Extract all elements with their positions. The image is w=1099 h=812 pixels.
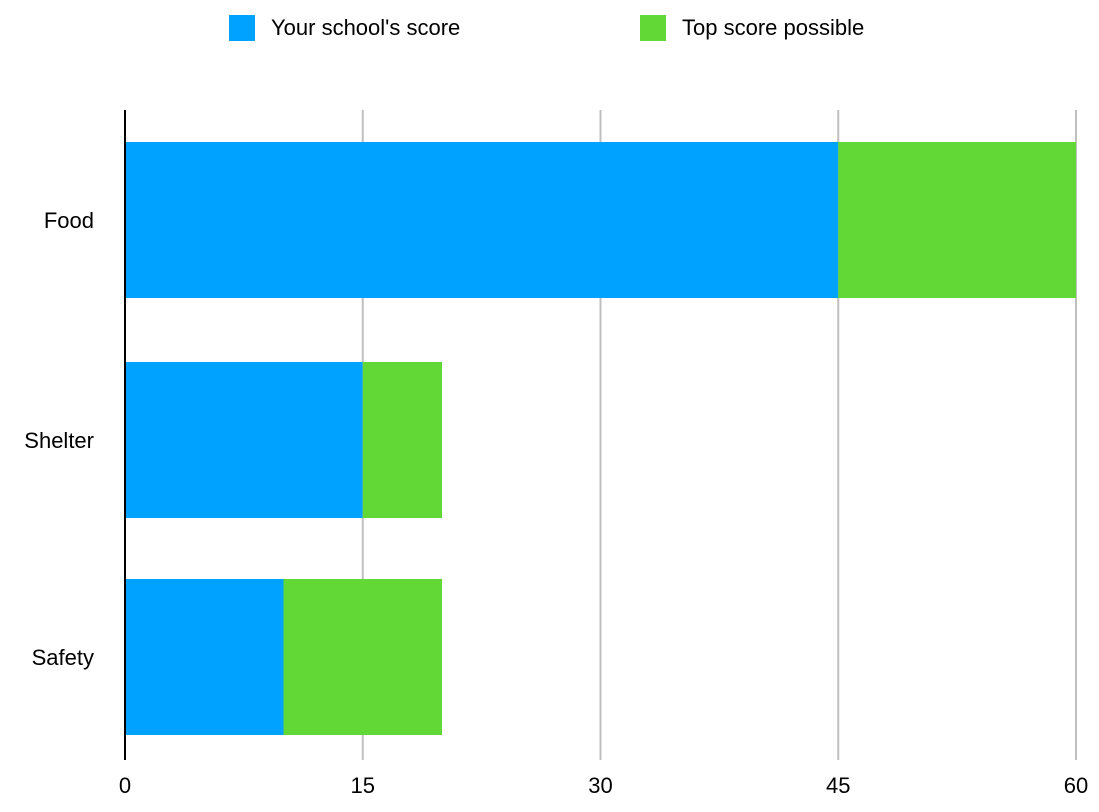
- bar-shelter-your-score: [125, 362, 363, 518]
- legend-swatch-top-score: [640, 15, 666, 41]
- x-tick-label-15: 15: [351, 773, 375, 798]
- legend-item-top-score: Top score possible: [640, 10, 864, 46]
- legend-label-your-score: Your school's score: [271, 15, 461, 40]
- legend: Your school's score Top score possible: [0, 10, 1099, 46]
- bar-food-your-score: [125, 142, 839, 298]
- x-tick-label-30: 30: [588, 773, 612, 798]
- bar-safety-your-score: [125, 579, 284, 735]
- legend-item-your-score: Your school's score: [229, 10, 460, 46]
- bar-safety-top-score: [283, 579, 442, 735]
- category-label-food: Food: [44, 208, 94, 233]
- bars: [125, 142, 1076, 735]
- bar-food-top-score: [838, 142, 1076, 298]
- bar-shelter-top-score: [362, 362, 442, 518]
- legend-label-top-score: Top score possible: [682, 15, 865, 40]
- labels: Food Shelter Safety 0 15 30 45 60: [24, 208, 1088, 798]
- x-tick-label-45: 45: [826, 773, 850, 798]
- category-label-shelter: Shelter: [24, 428, 94, 453]
- category-label-safety: Safety: [32, 645, 94, 670]
- legend-swatch-your-score: [229, 15, 255, 41]
- x-tick-label-60: 60: [1064, 773, 1088, 798]
- x-tick-label-0: 0: [119, 773, 131, 798]
